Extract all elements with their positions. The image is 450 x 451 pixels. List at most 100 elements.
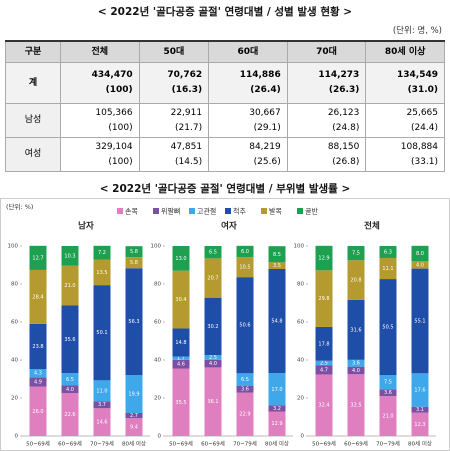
value-label: 3.5 bbox=[273, 263, 281, 269]
value-label: 29.8 bbox=[318, 296, 329, 302]
value-label: 5.8 bbox=[130, 260, 138, 266]
legend-swatch bbox=[225, 208, 231, 214]
bar-segment bbox=[236, 373, 254, 386]
bar-segment bbox=[93, 285, 111, 381]
value-label: 21.0 bbox=[64, 283, 75, 289]
bar-segment bbox=[204, 367, 222, 436]
bar-segment bbox=[204, 355, 222, 360]
value-label: 7.2 bbox=[98, 250, 106, 256]
panel-title: 전체 bbox=[364, 221, 380, 232]
bar-segment bbox=[379, 389, 397, 397]
value-label: 2.5 bbox=[209, 355, 217, 361]
bar-segment bbox=[379, 396, 397, 436]
value-label: 28.4 bbox=[32, 294, 43, 300]
value-cell: 105,366 (100) bbox=[60, 103, 140, 138]
bar-segment bbox=[236, 392, 254, 436]
value-label: 21.0 bbox=[382, 414, 393, 420]
bar-segment bbox=[29, 269, 47, 324]
bar-segment bbox=[315, 365, 333, 375]
bar-segment bbox=[61, 246, 79, 266]
value-label: 4.6 bbox=[177, 362, 185, 368]
value-label: 14.6 bbox=[96, 420, 107, 426]
bar-segment bbox=[379, 279, 397, 376]
y-tick-label: 40 bbox=[11, 358, 18, 364]
table-row: 계 434,470 (100) 70,762 (16.3) 114,886 (26.4) 11… bbox=[5, 62, 445, 104]
row-label: 계 bbox=[5, 62, 61, 104]
value-label: 26.0 bbox=[32, 409, 43, 415]
value-label: 22.6 bbox=[64, 412, 75, 418]
y-tick-label: 100 bbox=[8, 244, 19, 250]
bar-segment bbox=[29, 369, 47, 378]
bar-segment bbox=[125, 268, 143, 376]
value-cell: 47,851 (14.5) bbox=[138, 137, 210, 172]
bar-segment bbox=[172, 356, 190, 360]
bar-segment bbox=[347, 374, 365, 436]
panel-title: 남자 bbox=[78, 221, 94, 232]
legend-swatch bbox=[261, 208, 267, 214]
bar-segment bbox=[411, 261, 429, 269]
bar-segment bbox=[268, 405, 286, 412]
value-label: 17.0 bbox=[271, 387, 282, 393]
table-row: 여성 329,104 (100) 47,851 (14.5) 84,219 (25.6) 88… bbox=[5, 137, 445, 172]
bar-segment bbox=[93, 380, 111, 402]
table-header: 구분 전체 50대 60대 70대 80세 이상 bbox=[5, 40, 445, 63]
value-label: 54.8 bbox=[271, 319, 282, 325]
bar-segment bbox=[172, 359, 190, 369]
x-tick-label: 50~69세 bbox=[312, 440, 336, 448]
bar-segment bbox=[347, 246, 365, 261]
count: 108,884 bbox=[400, 141, 438, 152]
bar-segment bbox=[125, 375, 143, 414]
count: 25,665 bbox=[406, 107, 439, 118]
value-label: 11.0 bbox=[96, 388, 107, 394]
value-label: 7.5 bbox=[352, 251, 360, 257]
share: (26.3) bbox=[328, 85, 360, 95]
bar-segment bbox=[379, 257, 397, 280]
bar-segment bbox=[236, 277, 254, 374]
value-label: 4.0 bbox=[209, 361, 217, 367]
value-cell: 70,762 (16.3) bbox=[138, 62, 210, 104]
count: 30,667 bbox=[249, 107, 281, 118]
share: (31.0) bbox=[407, 85, 438, 95]
value-label: 13.5 bbox=[96, 270, 107, 276]
share: (26.8) bbox=[332, 156, 360, 167]
x-tick-label: 50~69세 bbox=[26, 440, 50, 448]
value-cell: 114,273 (26.3) bbox=[286, 62, 367, 104]
bar-segment bbox=[347, 359, 365, 367]
legend-swatch bbox=[189, 208, 195, 214]
y-tick-label: 0 bbox=[158, 434, 162, 440]
x-tick-label: 70~79세 bbox=[376, 440, 400, 448]
bar-segment bbox=[125, 418, 143, 436]
share: (33.1) bbox=[410, 156, 438, 167]
share: (24.8) bbox=[332, 122, 360, 133]
bar-segment bbox=[411, 412, 429, 436]
share: (26.4) bbox=[250, 85, 281, 95]
count: 105,366 bbox=[95, 107, 133, 118]
count: 134,549 bbox=[397, 70, 438, 80]
value-cell: 22,911 (21.7) bbox=[138, 103, 210, 138]
header-cell: 70대 bbox=[286, 40, 367, 63]
value-label: 12.3 bbox=[414, 422, 425, 428]
legend-swatch bbox=[153, 208, 159, 214]
bar-segment bbox=[29, 386, 47, 436]
share: (100) bbox=[108, 122, 133, 133]
bar-segment bbox=[379, 375, 397, 390]
value-label: 6.3 bbox=[384, 249, 392, 255]
value-label: 6.5 bbox=[209, 250, 217, 256]
bar-segment bbox=[204, 297, 222, 356]
bar-segment bbox=[268, 262, 286, 269]
bar-segment bbox=[236, 245, 254, 258]
legend-label: 고관절 bbox=[197, 207, 216, 216]
legend-swatch bbox=[297, 208, 303, 214]
value-label: 7.5 bbox=[384, 380, 392, 386]
count: 70,762 bbox=[167, 70, 203, 80]
bar-segment bbox=[204, 258, 222, 298]
value-label: 5.8 bbox=[130, 249, 138, 255]
value-cell: 88,150 (26.8) bbox=[286, 137, 367, 172]
y-tick-label: 80 bbox=[11, 282, 18, 288]
value-label: 50.1 bbox=[96, 330, 107, 336]
bar-segment bbox=[268, 246, 286, 263]
y-tick-label: 100 bbox=[294, 244, 305, 250]
x-tick-label: 60~69세 bbox=[58, 440, 82, 448]
